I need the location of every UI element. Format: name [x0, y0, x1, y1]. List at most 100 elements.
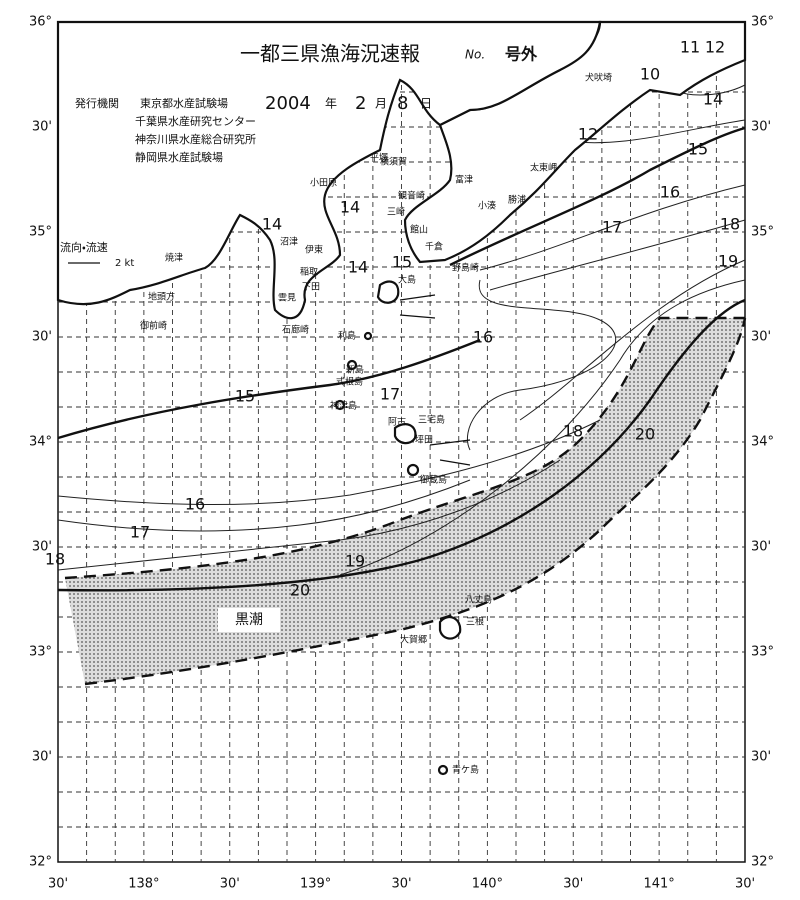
- place-label: 伊東: [305, 244, 323, 256]
- place-label: 神津島: [330, 400, 357, 412]
- place-label: 館山: [410, 224, 428, 236]
- isotherm-label: 16: [473, 328, 493, 347]
- place-label: 野島崎: [452, 262, 479, 274]
- place-label: 横須賀: [380, 156, 407, 168]
- place-label: 地頭方: [148, 291, 175, 303]
- isotherm: [519, 259, 746, 421]
- place-label: 犬吠埼: [585, 72, 612, 84]
- date-year-unit: 年: [325, 97, 337, 111]
- isotherm-label: 10: [640, 65, 660, 84]
- isotherm: [57, 479, 471, 532]
- lat-label: 30': [32, 540, 52, 555]
- lat-label: 36°: [751, 15, 774, 30]
- isotherm-label: 12: [578, 125, 598, 144]
- place-label: 稲取: [300, 266, 318, 278]
- legend-current: 流向・流速: [60, 240, 108, 254]
- isotherm: [57, 298, 746, 592]
- isotherm-label: 18: [720, 215, 740, 234]
- lat-label: 30': [32, 330, 52, 345]
- issuer: 静岡県水産試験場: [135, 150, 223, 164]
- isotherms: [57, 59, 746, 592]
- place-label: 勝浦: [508, 194, 526, 206]
- niijima-island: [346, 359, 358, 371]
- isotherm: [57, 459, 561, 571]
- isotherm: [489, 219, 746, 291]
- lat-label: 35°: [29, 225, 52, 240]
- place-label: 小湊: [478, 200, 496, 212]
- lat-label: 30': [751, 330, 771, 345]
- toshima-island: [363, 331, 373, 341]
- isotherm-label: 15: [688, 140, 708, 159]
- lat-label: 30': [32, 120, 52, 135]
- isotherm-label: 14: [703, 90, 723, 109]
- isotherm-label: 15: [235, 387, 255, 406]
- place-label: 太東岬: [530, 162, 557, 174]
- current-arrow: [429, 439, 471, 446]
- isotherm: [449, 126, 746, 267]
- isotherm-label: 17: [602, 218, 622, 237]
- isotherm-label: 17: [130, 523, 150, 542]
- hachijo-island: [438, 615, 462, 640]
- isotherm-label: 20: [635, 425, 655, 444]
- isotherm-label: 11: [680, 38, 700, 57]
- legend-scale: 2 kt: [115, 258, 134, 269]
- issuer: 東京都水産試験場: [140, 96, 228, 110]
- issuer-label: 発行機関: [75, 96, 119, 110]
- place-label: 阿古: [388, 416, 406, 428]
- current-arrow: [399, 294, 436, 301]
- place-label: 富津: [455, 174, 473, 186]
- mikura-island: [406, 463, 420, 477]
- place-label: 青ケ島: [452, 764, 479, 776]
- place-label: 焼津: [165, 253, 183, 264]
- isotherm-label: 16: [660, 183, 680, 202]
- lat-label: 30': [751, 750, 771, 765]
- lon-label: 30': [391, 877, 411, 892]
- isotherm-label: 16: [185, 495, 205, 514]
- lon-label: 141°: [643, 877, 674, 892]
- place-label: 御前崎: [140, 320, 167, 332]
- isotherm: [57, 338, 481, 440]
- lon-label: 30': [220, 877, 240, 892]
- kuroshio-label: 黒潮: [235, 612, 263, 628]
- isotherm: [466, 279, 617, 451]
- miyake-island: [393, 423, 417, 445]
- lon-label: 138°: [128, 877, 159, 892]
- isotherm-label: 14: [348, 258, 368, 277]
- kuroshio-area: [65, 318, 745, 684]
- place-label: 沼津: [280, 237, 298, 248]
- isotherm-label: 17: [380, 385, 400, 404]
- isotherm-label: 15: [392, 253, 412, 272]
- oshima-island: [376, 280, 400, 304]
- lon-label: 30': [563, 877, 583, 892]
- lat-label: 32°: [29, 855, 52, 870]
- current-arrow: [399, 314, 436, 319]
- isotherm-label: 14: [262, 215, 282, 234]
- isotherm-label: 14: [340, 198, 360, 217]
- lat-label: 36°: [29, 15, 52, 30]
- issuer: 神奈川県水産総合研究所: [135, 132, 256, 146]
- current-arrow: [439, 459, 471, 466]
- honshu-coast: [56, 20, 602, 320]
- place-label: 千倉: [425, 242, 443, 253]
- isotherm-label: 19: [718, 252, 738, 271]
- place-label: 大島: [398, 274, 416, 286]
- place-label: 三崎: [387, 206, 405, 218]
- isotherm-label: 18: [563, 422, 583, 441]
- place-label: 下田: [302, 282, 320, 293]
- isotherm: [57, 419, 601, 506]
- isotherm-label: 18: [45, 550, 65, 569]
- coastline: [56, 20, 747, 776]
- place-label: 大賀郷: [400, 634, 427, 646]
- date-day-unit: 日: [420, 97, 432, 111]
- place-label: 坪田: [415, 435, 433, 446]
- lat-label: 30': [32, 750, 52, 765]
- place-label: 雲見: [278, 293, 296, 304]
- lat-label: 34°: [751, 435, 774, 450]
- lon-label: 30': [735, 877, 755, 892]
- isotherm-label: 20: [290, 581, 310, 600]
- isotherm-label: 12: [705, 38, 725, 57]
- place-label: 式根島: [336, 376, 363, 388]
- date-year: 2004: [265, 93, 311, 114]
- issuer: 千葉県水産研究センター: [135, 114, 256, 128]
